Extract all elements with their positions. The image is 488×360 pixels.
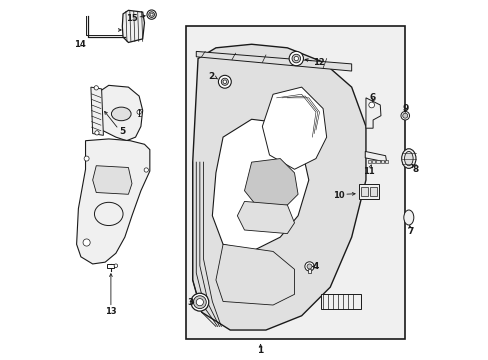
Bar bbox=[371, 159, 374, 163]
Text: 11: 11 bbox=[362, 167, 374, 176]
Polygon shape bbox=[212, 119, 308, 251]
Bar bbox=[308, 269, 310, 273]
Ellipse shape bbox=[94, 202, 123, 226]
Bar bbox=[185, 26, 405, 339]
Circle shape bbox=[291, 54, 300, 63]
Circle shape bbox=[221, 78, 228, 85]
Circle shape bbox=[400, 111, 408, 120]
Circle shape bbox=[84, 156, 89, 161]
Bar bbox=[360, 187, 367, 197]
Circle shape bbox=[147, 10, 156, 19]
Circle shape bbox=[95, 131, 99, 135]
Polygon shape bbox=[237, 202, 294, 234]
Ellipse shape bbox=[404, 152, 412, 166]
Circle shape bbox=[402, 113, 407, 118]
Polygon shape bbox=[196, 51, 351, 71]
Ellipse shape bbox=[403, 210, 413, 225]
Polygon shape bbox=[77, 139, 149, 264]
Bar bbox=[107, 264, 114, 267]
Text: 7: 7 bbox=[407, 227, 413, 236]
Circle shape bbox=[193, 296, 206, 309]
Polygon shape bbox=[365, 98, 380, 128]
Circle shape bbox=[294, 57, 298, 61]
Circle shape bbox=[288, 51, 303, 66]
Text: 13: 13 bbox=[105, 307, 117, 316]
Text: 10: 10 bbox=[332, 190, 344, 199]
Circle shape bbox=[306, 264, 311, 269]
Text: 3: 3 bbox=[187, 298, 193, 307]
Ellipse shape bbox=[111, 107, 131, 121]
Polygon shape bbox=[91, 87, 103, 135]
Circle shape bbox=[148, 12, 154, 18]
Polygon shape bbox=[192, 44, 365, 330]
Circle shape bbox=[368, 102, 374, 108]
Text: 6: 6 bbox=[369, 93, 375, 102]
Circle shape bbox=[137, 110, 141, 114]
Bar bbox=[321, 294, 360, 309]
Text: 5: 5 bbox=[119, 127, 125, 136]
Text: 4: 4 bbox=[312, 262, 319, 271]
Text: 2: 2 bbox=[208, 72, 214, 81]
Circle shape bbox=[223, 80, 226, 84]
Circle shape bbox=[144, 168, 148, 172]
Text: 15: 15 bbox=[126, 14, 138, 23]
Bar bbox=[384, 159, 387, 163]
Circle shape bbox=[150, 13, 153, 16]
Polygon shape bbox=[93, 85, 142, 141]
Polygon shape bbox=[244, 158, 298, 208]
Ellipse shape bbox=[401, 149, 415, 168]
Bar bbox=[358, 184, 378, 199]
Text: 14: 14 bbox=[73, 40, 85, 49]
Polygon shape bbox=[122, 10, 144, 42]
Polygon shape bbox=[365, 152, 386, 162]
Circle shape bbox=[304, 262, 313, 271]
Circle shape bbox=[218, 75, 231, 88]
Circle shape bbox=[196, 298, 203, 306]
Bar bbox=[369, 187, 376, 197]
Bar bbox=[376, 159, 379, 163]
Text: 1: 1 bbox=[257, 346, 263, 355]
Circle shape bbox=[94, 86, 98, 90]
Circle shape bbox=[83, 239, 90, 246]
Bar bbox=[367, 159, 370, 163]
Bar bbox=[380, 159, 383, 163]
Circle shape bbox=[190, 293, 208, 311]
Polygon shape bbox=[262, 87, 326, 169]
Text: 8: 8 bbox=[411, 166, 418, 175]
Polygon shape bbox=[216, 244, 294, 305]
Text: 9: 9 bbox=[401, 104, 407, 113]
Circle shape bbox=[114, 264, 118, 267]
Text: 12: 12 bbox=[312, 58, 324, 67]
Polygon shape bbox=[93, 166, 132, 194]
